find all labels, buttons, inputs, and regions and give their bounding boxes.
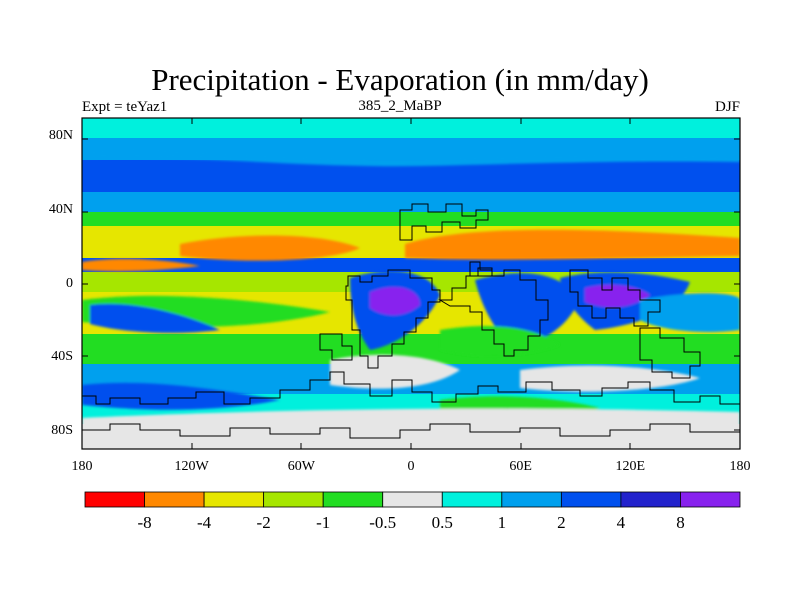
colorbar-swatch — [322, 491, 384, 508]
lat-tick-label: 0 — [66, 275, 73, 291]
india-outline — [569, 269, 661, 327]
maritime-purple — [585, 284, 650, 308]
lat-tick-label: 40N — [48, 201, 73, 217]
antarctic-inner-outline — [82, 423, 740, 439]
colorbar-level-label: -1 — [316, 513, 331, 532]
amazon-purple — [370, 287, 420, 316]
lat-tick-label: 80S — [51, 422, 73, 438]
season-label: DJF — [714, 99, 740, 115]
antarctic-coast-outline — [82, 371, 740, 405]
colorbar-swatch — [263, 491, 324, 508]
mid-atlantic-island-outline — [469, 261, 493, 277]
south-island-outline — [319, 333, 353, 361]
lon-tick-label: 0 — [407, 459, 415, 474]
colorbar-swatch — [84, 491, 145, 508]
lon-tick-label: 60E — [509, 459, 532, 474]
lon-tick-label: 180 — [729, 459, 751, 474]
indian-ocean-green — [440, 325, 560, 357]
colorbar-level-label: -4 — [196, 513, 212, 532]
lon-tick-marks — [191, 118, 631, 449]
colorbar-swatch — [680, 491, 741, 508]
colorbar-swatch — [620, 491, 681, 508]
australia-outline — [639, 327, 701, 379]
south-pacific-blue — [90, 303, 220, 333]
band-arctic — [82, 118, 740, 138]
band-transition-north — [82, 212, 740, 226]
south-america-outline — [345, 269, 441, 369]
colorbar-swatch — [501, 491, 562, 508]
colorbar-level-label: -2 — [256, 513, 271, 532]
colorbar-level-label: 4 — [616, 513, 626, 532]
africa-outline — [438, 267, 549, 357]
colorbar-swatch — [144, 491, 205, 508]
colorbar-level-label: 0.5 — [431, 513, 453, 532]
map-title: Precipitation - Evaporation (in mm/day) — [151, 62, 649, 97]
colorbar — [84, 491, 741, 508]
southern-ocean-blue — [82, 382, 280, 410]
lon-tick-label: 180 — [71, 459, 93, 474]
colorbar-level-label: 8 — [676, 513, 685, 532]
lon-tick-label: 120W — [174, 459, 209, 474]
north-atlantic-strip — [82, 148, 740, 167]
lat-tick-label: 40S — [51, 349, 73, 365]
colorbar-level-label: -0.5 — [369, 513, 397, 532]
north-atlantic-land-outline — [399, 203, 489, 241]
lon-tick-label: 60W — [287, 459, 315, 474]
lat-tick-label: 80N — [48, 128, 73, 144]
colorbar-level-label: 2 — [557, 513, 566, 532]
colorbar-swatch — [203, 491, 265, 508]
pacific-warm-pool-blue — [640, 293, 740, 332]
colorbar-swatch — [382, 491, 443, 508]
colorbar-swatch — [441, 491, 503, 508]
band-mid-lat-north — [82, 192, 740, 212]
lat-tick-marks — [82, 138, 740, 431]
land-outlines — [82, 203, 740, 439]
experiment-label: Expt = teYaz1 — [82, 99, 168, 115]
band-itcz — [82, 258, 740, 272]
colorbar-level-label: 1 — [497, 513, 507, 532]
run-label: 385_2_MaBP — [358, 98, 442, 114]
west-asia-orange — [82, 259, 200, 272]
antarctica-grey — [82, 408, 740, 449]
colorbar-level-label: -8 — [137, 513, 152, 532]
north-pacific-orange — [180, 235, 360, 261]
colorbar-swatch — [560, 491, 622, 508]
north-africa-asia-orange — [405, 229, 740, 260]
map-field — [82, 118, 740, 449]
lon-tick-label: 120E — [615, 459, 646, 474]
south-atlantic-grey — [330, 354, 460, 389]
